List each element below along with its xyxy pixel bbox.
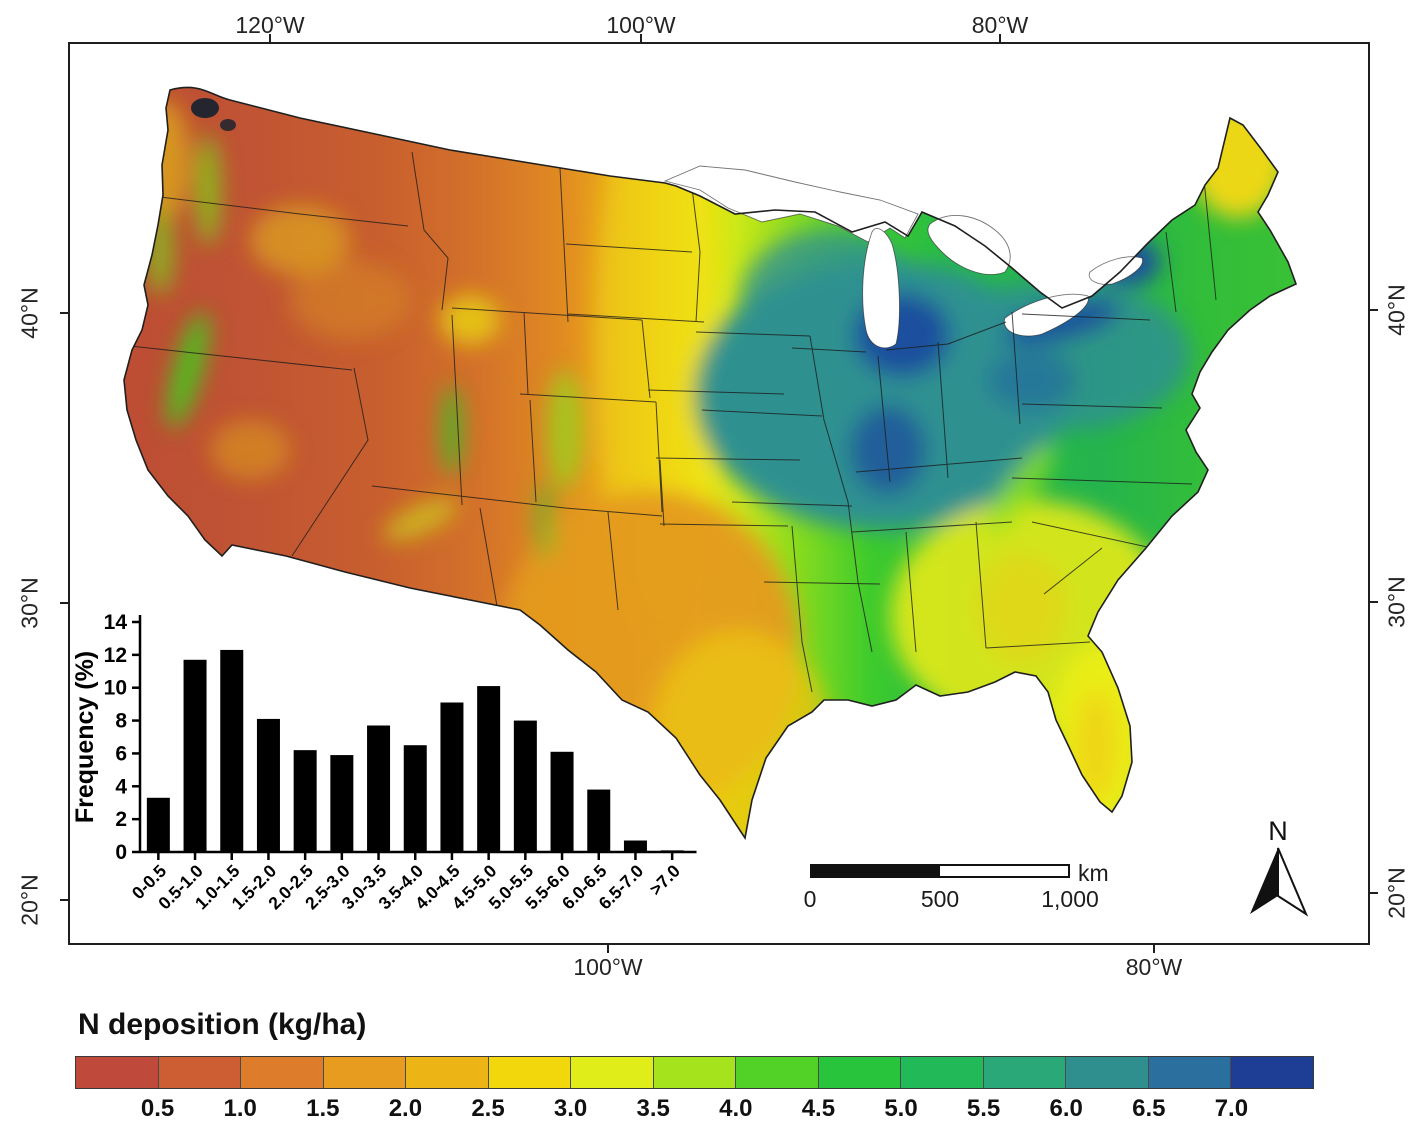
- histogram-bar: [403, 745, 427, 852]
- axis-label-left: 40°N: [16, 287, 43, 339]
- legend-swatch: [736, 1057, 819, 1088]
- legend-tick-label: 1.0: [223, 1095, 257, 1122]
- legend-title: N deposition (kg/ha): [78, 1008, 367, 1041]
- legend-swatch: [983, 1057, 1067, 1088]
- histogram-bar: [550, 751, 574, 852]
- axis-label-top: 120°W: [235, 12, 305, 38]
- legend-swatch: [901, 1057, 984, 1088]
- legend-swatch: [488, 1057, 572, 1088]
- histogram-y-tick-label: 4: [115, 775, 127, 798]
- histogram-bar: [513, 720, 537, 852]
- histogram-y-tick-label: 14: [104, 611, 128, 634]
- axis-tick-right: [1370, 601, 1378, 603]
- north-arrow: N: [1250, 816, 1309, 917]
- axis-label-top: 100°W: [606, 12, 676, 38]
- histogram-bar: [367, 725, 391, 852]
- axis-label-right: 20°N: [1383, 867, 1410, 919]
- axis-tick-bottom: [1153, 945, 1155, 953]
- axis-tick-left: [60, 312, 68, 314]
- axis-tick-top: [999, 34, 1001, 42]
- legend-swatch: [241, 1057, 324, 1088]
- histogram-bar: [183, 659, 207, 852]
- axis-label-left: 20°N: [16, 874, 43, 926]
- us-outline: [123, 86, 1298, 841]
- axis-tick-top: [269, 34, 271, 42]
- histogram-y-tick-label: 2: [115, 808, 127, 831]
- legend-swatch: [406, 1057, 489, 1088]
- legend-tick-label: 6.5: [1132, 1095, 1166, 1122]
- legend-tick-label: 6.0: [1049, 1095, 1083, 1122]
- us-deposition-map: [123, 86, 1298, 841]
- great-lakes: [663, 165, 1144, 349]
- legend-tick-label: 2.0: [388, 1095, 423, 1122]
- histogram-y-tick-label: 8: [115, 710, 127, 733]
- axis-label-bottom: 100°W: [573, 954, 643, 980]
- histogram-y-tick-label: 12: [104, 644, 127, 667]
- histogram-y-axis-title: Frequency (%): [71, 651, 99, 823]
- legend-swatch: [653, 1057, 737, 1088]
- histogram-bar: [146, 797, 170, 852]
- axis-tick-top: [640, 34, 642, 42]
- legend-color-ramp: [75, 1056, 1314, 1089]
- axis-label-right: 40°N: [1383, 284, 1410, 336]
- scale-bar-label-0: 0: [803, 886, 817, 912]
- legend-tick-label: 7.0: [1214, 1095, 1249, 1122]
- axis-tick-right: [1370, 892, 1378, 894]
- histogram-bar: [440, 702, 464, 852]
- legend-tick-label: 2.5: [471, 1095, 505, 1122]
- scale-bar-filled-half: [812, 866, 940, 876]
- scale-bar-label-500: 500: [920, 886, 960, 912]
- axis-label-top: 80°W: [971, 12, 1029, 38]
- legend-tick-label: 4.5: [801, 1095, 836, 1122]
- histogram-bar: [623, 840, 647, 852]
- histogram-bar: [220, 649, 244, 852]
- legend-tick-label: 3.0: [553, 1095, 588, 1122]
- scale-bar-unit: km: [1078, 860, 1109, 886]
- legend-swatch: [323, 1057, 407, 1088]
- axis-label-right: 30°N: [1383, 576, 1410, 628]
- north-arrow-right-half: [1277, 847, 1309, 917]
- legend-tick-label: 5.0: [884, 1095, 918, 1122]
- histogram-bar: [477, 686, 501, 852]
- legend-tick-label: 1.5: [306, 1095, 340, 1122]
- histogram-y-tick-label: 6: [115, 742, 127, 765]
- state-boundaries: [129, 151, 1217, 693]
- histogram-bar: [330, 755, 354, 852]
- legend-swatch: [1066, 1057, 1149, 1088]
- scale-bar: [810, 864, 1070, 878]
- histogram-bar: [293, 750, 317, 852]
- axis-tick-bottom: [607, 945, 609, 953]
- axis-tick-left: [60, 899, 68, 901]
- axis-tick-left: [60, 602, 68, 604]
- axis-label-left: 30°N: [16, 577, 43, 629]
- axis-tick-right: [1370, 309, 1378, 311]
- histogram-bar: [660, 850, 684, 852]
- histogram-bar: [256, 718, 280, 852]
- legend-tick-label: 5.5: [966, 1095, 1001, 1122]
- legend-swatch: [1148, 1057, 1232, 1088]
- histogram-x-tick-label: >7.0: [645, 861, 684, 900]
- legend-tick-label: 3.5: [636, 1095, 670, 1122]
- legend-swatch: [76, 1057, 159, 1088]
- histogram-y-tick-label: 0: [115, 841, 127, 864]
- legend-swatch: [1231, 1057, 1313, 1088]
- axis-label-bottom: 80°W: [1125, 954, 1183, 980]
- histogram-bar: [587, 789, 611, 852]
- legend-swatch: [571, 1057, 654, 1088]
- legend-tick-label: 0.5: [140, 1095, 175, 1122]
- legend-swatch: [818, 1057, 902, 1088]
- histogram-y-tick-label: 10: [104, 677, 127, 700]
- legend-tick-label: 4.0: [719, 1095, 753, 1122]
- north-arrow-left-half: [1250, 848, 1278, 914]
- scale-bar-label-1000: 1,000: [1041, 886, 1099, 912]
- legend-swatch: [158, 1057, 242, 1088]
- frequency-histogram: 0 2 4 6 8 10 12 14 Frequency (%) 0-0.5 0.5-1.0 1.0-…: [71, 595, 720, 945]
- north-arrow-label: N: [1268, 816, 1288, 846]
